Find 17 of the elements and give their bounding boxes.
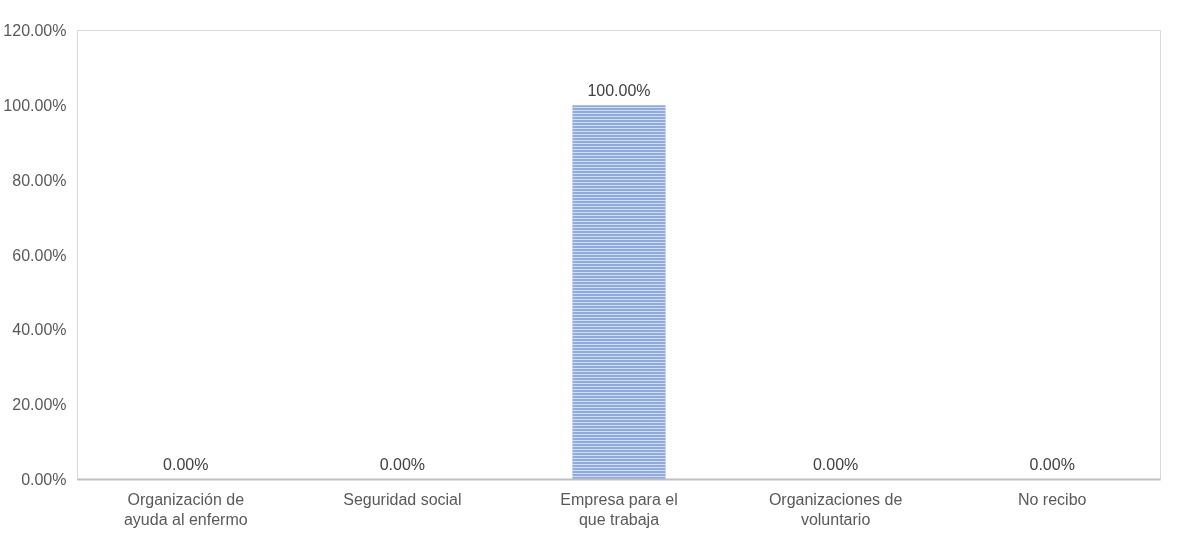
y-tick-label: 100.00% <box>3 96 67 114</box>
x-tick-label: Seguridad social <box>343 490 462 508</box>
x-tick-label: Organizaciones de voluntario <box>768 490 903 528</box>
data-label: 0.00% <box>379 455 426 473</box>
y-tick-label: 120.00% <box>3 22 67 39</box>
data-label: 100.00% <box>587 81 651 99</box>
x-tick-label: Empresa para el que trabaja <box>560 490 678 528</box>
data-label: 0.00% <box>163 455 209 473</box>
x-tick-label: No recibo <box>1017 490 1087 508</box>
data-label: 0.00% <box>1029 455 1075 473</box>
y-tick-label: 60.00% <box>12 246 67 264</box>
y-tick-label: 20.00% <box>12 396 67 414</box>
data-label: 0.00% <box>812 455 859 473</box>
y-tick-label: 0.00% <box>21 471 67 488</box>
y-tick-label: 40.00% <box>12 321 67 339</box>
y-tick-label: 80.00% <box>12 171 67 189</box>
x-tick-label: Organización de ayuda al enfermo <box>123 490 248 528</box>
